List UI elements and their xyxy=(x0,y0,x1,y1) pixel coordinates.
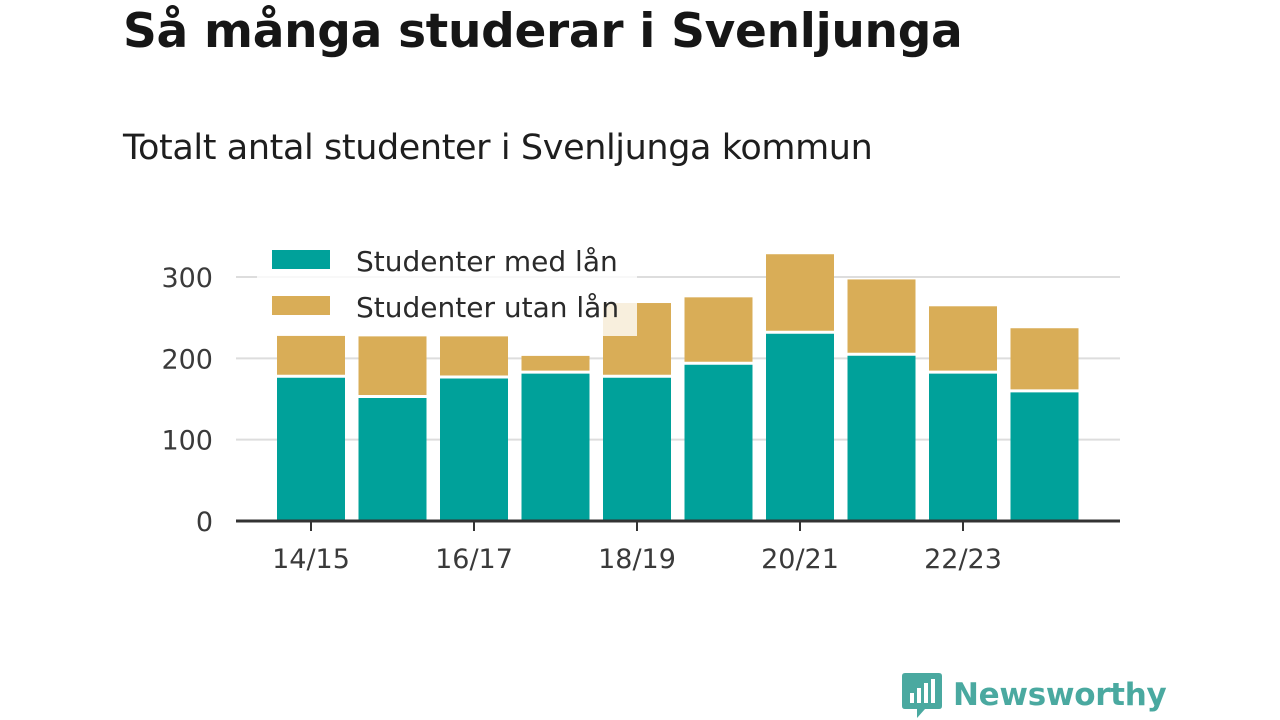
y-tick-label: 0 xyxy=(196,507,213,538)
bar-segment-with-loan xyxy=(929,372,997,521)
bar-segment-with-loan xyxy=(440,377,508,521)
y-tick-label: 200 xyxy=(161,344,213,375)
bar-segment-without-loan xyxy=(358,336,427,397)
x-tick-label: 16/17 xyxy=(435,544,513,575)
y-tick-label: 100 xyxy=(161,426,213,457)
bar-segment-with-loan xyxy=(603,376,671,521)
legend-swatch-with-loan xyxy=(272,250,330,269)
legend-label-without-loan: Studenter utan lån xyxy=(356,291,619,324)
brand-name: Newsworthy xyxy=(953,677,1167,713)
bar-segment-with-loan xyxy=(521,372,590,521)
bar-segment-with-loan xyxy=(1010,390,1079,521)
x-tick-label: 18/19 xyxy=(598,544,676,575)
x-tick-label: 14/15 xyxy=(272,544,350,575)
chart-title: Så många studerar i Svenljunga xyxy=(123,4,963,59)
newsworthy-logo-icon xyxy=(902,673,942,718)
bar-segment-with-loan xyxy=(766,332,834,521)
bar-segment-without-loan xyxy=(521,355,590,373)
bar-segment-without-loan xyxy=(440,336,508,378)
bar-segment-with-loan xyxy=(847,354,916,521)
x-tick-label: 22/23 xyxy=(924,544,1002,575)
bar-segment-without-loan xyxy=(847,279,916,355)
axes: 0 100 200 300 14/15 16/17 18/19 20/21 22/23 xyxy=(161,263,1120,575)
x-tick-label: 20/21 xyxy=(761,544,839,575)
bar-segment-without-loan xyxy=(277,335,345,377)
legend-swatch-without-loan xyxy=(272,296,330,315)
bar-segment-with-loan xyxy=(684,363,753,521)
y-tick-label: 300 xyxy=(161,263,213,294)
legend: Studenter med lån Studenter utan lån xyxy=(257,238,637,336)
bar-segment-with-loan xyxy=(277,376,345,521)
bar-segment-with-loan xyxy=(358,396,427,521)
chart-subtitle: Totalt antal studenter i Svenljunga komm… xyxy=(123,128,873,168)
bar-segment-without-loan xyxy=(684,297,753,364)
bar-segment-without-loan xyxy=(766,254,834,333)
bar-segment-without-loan xyxy=(929,306,997,373)
bar-segment-without-loan xyxy=(1010,328,1079,391)
legend-label-with-loan: Studenter med lån xyxy=(356,245,618,278)
brand-logo: Newsworthy xyxy=(901,671,1167,719)
